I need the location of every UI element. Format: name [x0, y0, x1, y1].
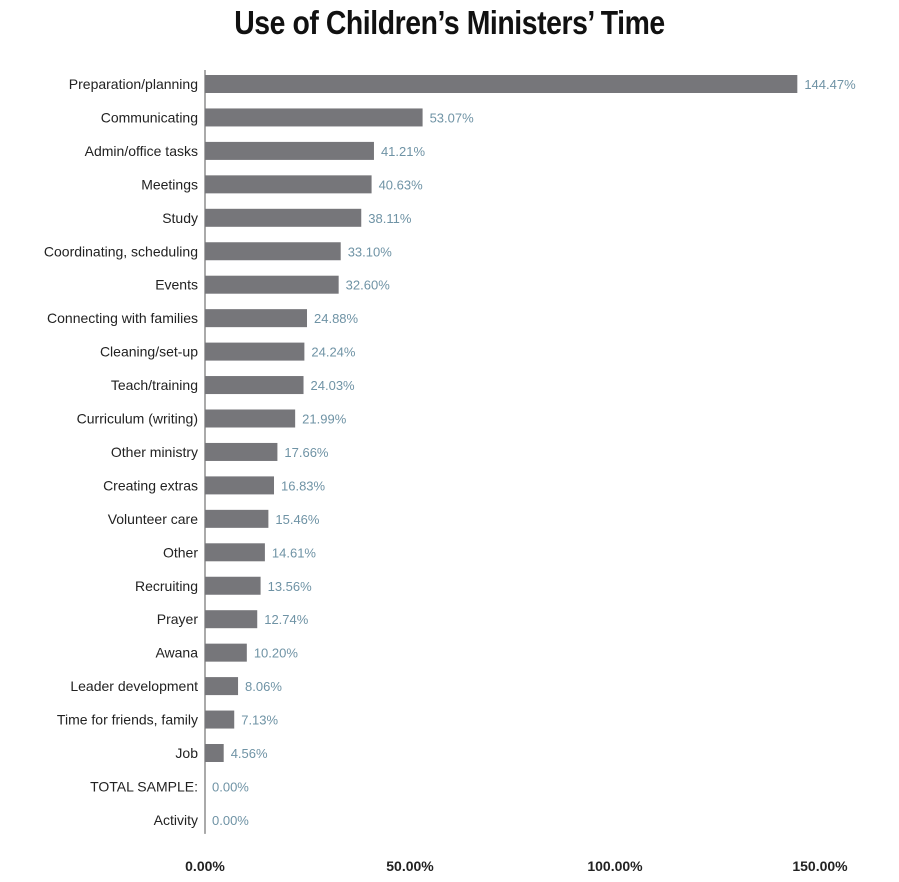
category-label-cleaning-set-up: Cleaning/set-up [100, 344, 198, 360]
value-label-awana: 10.20% [254, 646, 299, 661]
value-label-connecting-with-families: 24.88% [314, 311, 359, 326]
category-label-total-sample: TOTAL SAMPLE: [90, 778, 198, 794]
category-label-study: Study [162, 210, 198, 226]
category-label-events: Events [155, 277, 198, 293]
x-tick-label-2: 100.00% [587, 858, 643, 874]
category-label-preparation-planning: Preparation/planning [69, 76, 198, 92]
bar-study [205, 208, 362, 227]
value-label-curriculum-writing: 21.99% [302, 412, 347, 427]
bar-creating-extras [205, 476, 275, 495]
value-label-cleaning-set-up: 24.24% [311, 345, 356, 360]
bar-recruiting [205, 576, 261, 595]
value-label-communicating: 53.07% [430, 110, 475, 125]
value-label-coordinating-scheduling: 33.10% [348, 244, 393, 259]
category-label-teach-training: Teach/training [111, 377, 198, 393]
value-label-creating-extras: 16.83% [281, 478, 326, 493]
bars-group [205, 75, 798, 762]
category-label-awana: Awana [155, 645, 198, 661]
bar-teach-training [205, 376, 304, 395]
bar-cleaning-set-up [205, 342, 305, 361]
x-tick-labels-group: 0.00% 50.00% 100.00% 150.00% [185, 858, 848, 874]
value-label-total-sample: 0.00% [212, 779, 249, 794]
bar-connecting-with-families [205, 309, 308, 328]
x-tick-label-3: 150.00% [792, 858, 848, 874]
bar-admin-office-tasks [205, 141, 374, 160]
bar-awana [205, 643, 247, 662]
category-label-volunteer-care: Volunteer care [108, 511, 198, 527]
category-label-communicating: Communicating [101, 109, 198, 125]
value-label-events: 32.60% [346, 278, 391, 293]
category-label-prayer: Prayer [157, 611, 199, 627]
value-labels-group: 144.47% 53.07% 41.21% 40.63% 38.11% 33.10% 32.… [212, 77, 856, 828]
value-label-admin-office-tasks: 41.21% [381, 144, 426, 159]
bar-coordinating-scheduling [205, 242, 341, 261]
chart-title: Use of Children’s Ministers’ Time [234, 4, 665, 41]
value-label-study: 38.11% [368, 211, 412, 226]
category-label-meetings: Meetings [141, 176, 198, 192]
category-label-other-ministry: Other ministry [111, 444, 198, 460]
value-label-preparation-planning: 144.47% [804, 77, 856, 92]
bar-volunteer-care [205, 509, 269, 528]
bar-job [205, 744, 224, 762]
category-label-time-for-friends-family: Time for friends, family [57, 712, 198, 728]
value-label-volunteer-care: 15.46% [275, 512, 320, 527]
bar-events [205, 275, 339, 294]
category-label-job: Job [175, 745, 198, 761]
category-label-connecting-with-families: Connecting with families [47, 310, 198, 326]
value-label-time-for-friends-family: 7.13% [241, 713, 278, 728]
value-label-recruiting: 13.56% [268, 579, 313, 594]
category-labels-group: Preparation/planning Communicating Admin/o… [44, 76, 198, 828]
bar-prayer [205, 610, 258, 629]
bar-other-ministry [205, 442, 278, 461]
value-label-other: 14.61% [272, 545, 317, 560]
value-label-leader-development: 8.06% [245, 679, 282, 694]
x-tick-label-0: 0.00% [185, 858, 225, 874]
bar-preparation-planning [205, 75, 798, 93]
bar-other [205, 543, 265, 562]
category-label-activity: Activity [154, 812, 198, 828]
value-label-teach-training: 24.03% [311, 378, 356, 393]
value-label-activity: 0.00% [212, 813, 249, 828]
category-label-leader-development: Leader development [70, 678, 198, 694]
bar-leader-development [205, 677, 239, 696]
category-label-coordinating-scheduling: Coordinating, scheduling [44, 243, 198, 259]
x-tick-label-1: 50.00% [386, 858, 434, 874]
category-label-recruiting: Recruiting [135, 578, 198, 594]
value-label-other-ministry: 17.66% [284, 445, 329, 460]
bar-communicating [205, 108, 423, 127]
value-label-meetings: 40.63% [379, 177, 424, 192]
category-label-curriculum-writing: Curriculum (writing) [77, 411, 198, 427]
bar-meetings [205, 175, 372, 194]
category-label-creating-extras: Creating extras [103, 477, 198, 493]
bar-curriculum-writing [205, 409, 296, 428]
value-label-job: 4.56% [231, 746, 268, 761]
bar-time-for-friends-family [205, 710, 235, 729]
value-label-prayer: 12.74% [264, 612, 309, 627]
category-label-admin-office-tasks: Admin/office tasks [85, 143, 198, 159]
category-label-other: Other [163, 544, 198, 560]
